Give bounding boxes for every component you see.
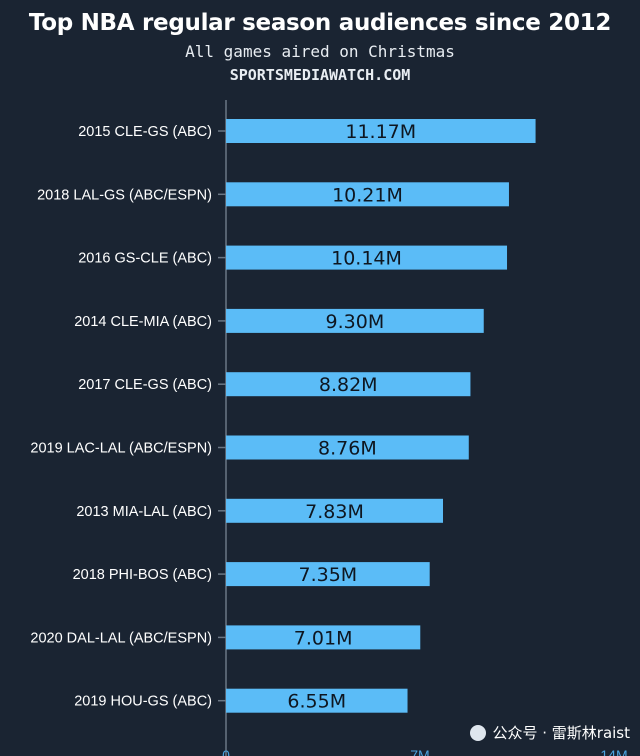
bar-value-label: 8.82M — [319, 374, 378, 396]
bar-value-label: 7.01M — [294, 627, 353, 649]
bar-value-label: 9.30M — [326, 311, 385, 333]
bar-value-label: 10.21M — [332, 184, 403, 206]
category-label: 2016 GS-CLE (ABC) — [78, 251, 212, 267]
category-label: 2018 PHI-BOS (ABC) — [73, 567, 212, 583]
bar — [226, 688, 408, 713]
x-tick-label: 0 — [222, 747, 230, 756]
bar-value-label: 8.76M — [318, 438, 377, 460]
bar-value-label: 7.35M — [298, 564, 357, 586]
category-label: 2019 LAC-LAL (ABC/ESPN) — [30, 441, 212, 457]
category-label: 2013 MIA-LAL (ABC) — [76, 504, 212, 520]
bar — [226, 435, 469, 460]
bar — [226, 625, 421, 650]
category-label: 2018 LAL-GS (ABC/ESPN) — [37, 187, 212, 203]
x-tick-label: 14M — [600, 747, 627, 756]
category-label: 2015 CLE-GS (ABC) — [78, 124, 212, 140]
bar — [226, 182, 509, 207]
bar — [226, 562, 430, 587]
x-tick-label: 7M — [410, 747, 429, 756]
watermark-text: 公众号 · 雷斯林raist — [492, 724, 630, 742]
chart-title: Top NBA regular season audiences since 2… — [28, 10, 612, 36]
watermark: 公众号 · 雷斯林raist — [470, 722, 630, 743]
bar — [226, 308, 484, 333]
category-label: 2017 CLE-GS (ABC) — [78, 377, 212, 393]
chart-source: SPORTSMEDIAWATCH.COM — [229, 66, 411, 84]
category-label: 2019 HOU-GS (ABC) — [74, 694, 212, 710]
category-label: 2014 CLE-MIA (ABC) — [74, 314, 212, 330]
bar — [226, 372, 471, 397]
bar-value-label: 7.83M — [305, 501, 364, 523]
bar — [226, 119, 536, 143]
bar-value-label: 6.55M — [287, 691, 346, 713]
category-label: 2020 DAL-LAL (ABC/ESPN) — [30, 630, 212, 646]
bar — [226, 498, 444, 523]
bar-value-label: 10.14M — [331, 248, 402, 270]
wechat-icon — [470, 724, 487, 741]
bar — [226, 245, 508, 270]
chart-subtitle: All games aired on Christmas — [185, 42, 455, 61]
bar-value-label: 11.17M — [345, 121, 416, 143]
